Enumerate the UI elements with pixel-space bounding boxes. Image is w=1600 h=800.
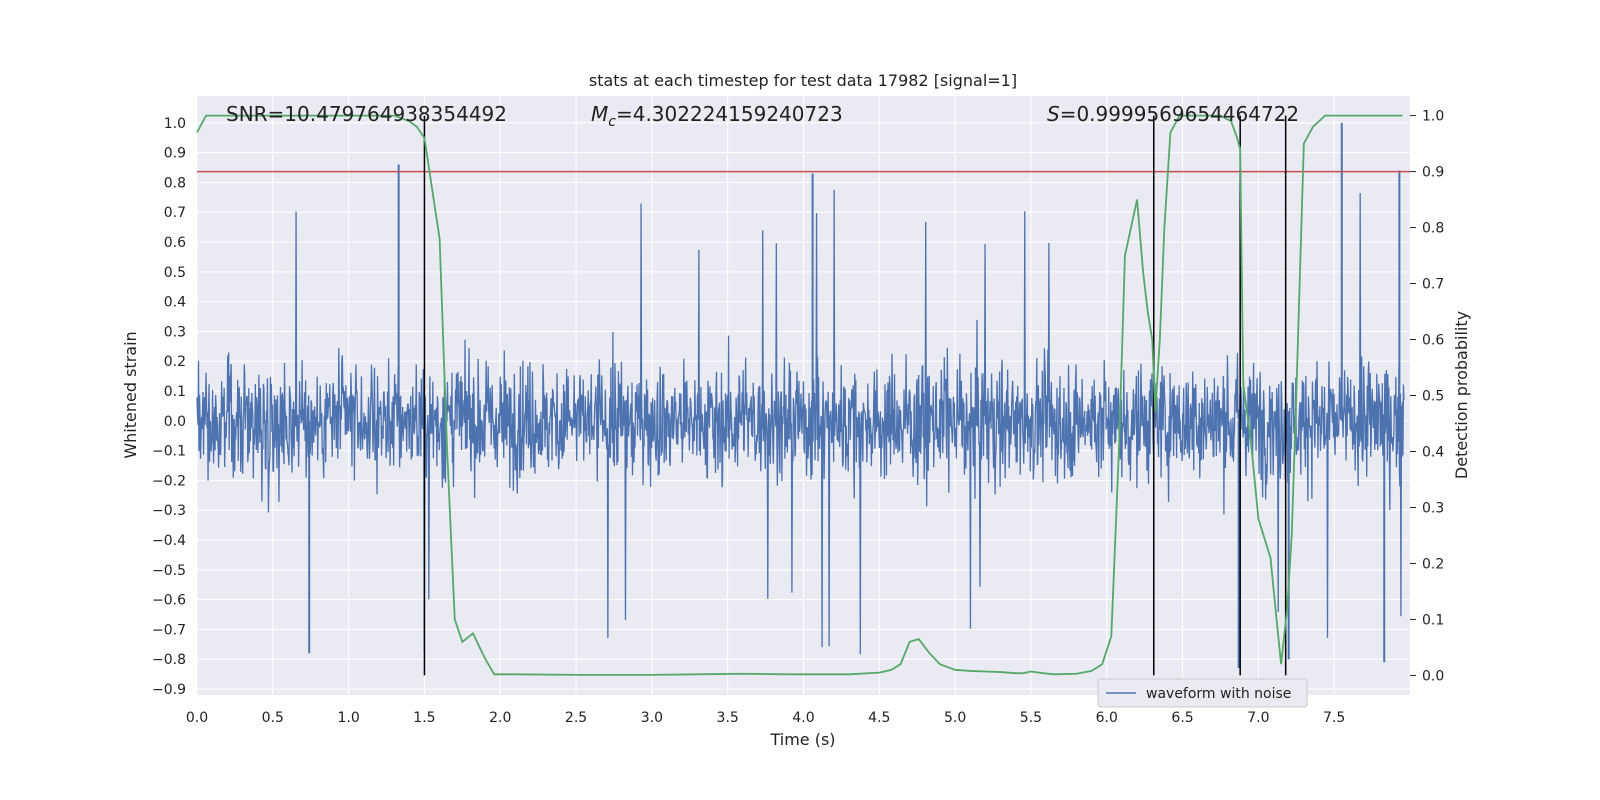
chirp-mass-annotation: Mc=4.302224159240723: [591, 102, 843, 130]
x-tick-label: 2.5: [565, 710, 587, 726]
x-axis-ticks: 0.0 0.5 1.0 1.5 2.0 2.5 3.0 3.5 4.0 4.5 5.0 5.5 6.0 6…: [186, 710, 1345, 726]
x-tick-label: 0.5: [262, 710, 284, 726]
y-tick-label: −0.2: [152, 473, 186, 489]
y-tick-label: 0.9: [164, 146, 186, 162]
x-tick-label: 7.5: [1323, 710, 1345, 726]
legend-box: [1097, 678, 1308, 708]
y-right-tick-label: 0.0: [1422, 668, 1444, 684]
x-axis-label: Time (s): [769, 730, 835, 749]
x-tick-label: 2.0: [489, 710, 511, 726]
legend-label-waveform: waveform with noise: [1146, 686, 1291, 702]
y-right-axis-ticks: 1.0 0.9 0.8 0.7 0.6 0.5 0.4 0.3 0.2 0.1 0.0: [1410, 109, 1444, 684]
y-right-tick-label: 0.5: [1422, 389, 1444, 405]
chirp-mass-value: =4.302224159240723: [616, 102, 843, 126]
y-tick-label: −0.6: [152, 593, 186, 609]
y-right-tick-label: 0.7: [1422, 277, 1444, 293]
snr-annotation: SNR=10.479764938354492: [226, 102, 507, 126]
y-axis-label: Whitened strain: [121, 331, 140, 458]
detection-probability-series: [196, 114, 1403, 676]
y-right-tick-label: 0.8: [1422, 221, 1444, 237]
waveform-with-noise-series: [196, 122, 1405, 669]
y-tick-label: −0.8: [152, 652, 186, 668]
y-tick-label: −0.3: [152, 503, 186, 519]
y-tick-label: 0.0: [164, 414, 186, 430]
score-annotation: S=0.9999569654464722: [1047, 102, 1299, 126]
y-tick-label: 0.1: [164, 384, 186, 400]
chart-title: stats at each timestep for test data 179…: [589, 71, 1017, 90]
chirp-mass-subscript: c: [608, 114, 616, 130]
x-tick-label: 7.0: [1247, 710, 1269, 726]
y-tick-label: 0.5: [164, 265, 186, 281]
chirp-mass-symbol: M: [591, 102, 608, 126]
y-right-tick-label: 0.6: [1422, 333, 1444, 349]
x-tick-label: 4.5: [868, 710, 890, 726]
legend: waveform with noise: [1097, 678, 1308, 708]
y-tick-label: 0.4: [164, 295, 186, 311]
x-tick-label: 5.5: [1020, 710, 1042, 726]
x-tick-label: 6.0: [1096, 710, 1118, 726]
y-tick-label: −0.7: [152, 622, 186, 638]
x-tick-label: 0.0: [186, 710, 208, 726]
x-tick-label: 4.0: [792, 710, 814, 726]
y-right-tick-label: 0.4: [1422, 444, 1444, 460]
y-right-tick-label: 0.2: [1422, 556, 1444, 572]
y-right-tick-label: 1.0: [1422, 109, 1444, 125]
y-right-tick-label: 0.9: [1422, 165, 1444, 181]
y-tick-label: 1.0: [164, 116, 186, 132]
x-tick-label: 6.5: [1171, 710, 1193, 726]
score-value: =0.9999569654464722: [1060, 102, 1299, 126]
y-tick-label: −0.5: [152, 563, 186, 579]
y-axis-ticks: 1.0 0.9 0.8 0.7 0.6 0.5 0.4 0.3 0.2 0.1 0.0 −0.1 −0.…: [152, 116, 186, 698]
y-right-tick-label: 0.1: [1422, 612, 1444, 628]
score-symbol: S: [1047, 102, 1060, 126]
y-tick-label: 0.7: [164, 205, 186, 221]
x-tick-label: 3.0: [641, 710, 663, 726]
y-tick-label: 0.2: [164, 354, 186, 370]
y-tick-label: 0.3: [164, 324, 186, 340]
y-tick-label: −0.9: [152, 682, 186, 698]
detection-probability-line: [196, 114, 1403, 676]
y-right-tick-label: 0.3: [1422, 500, 1444, 516]
x-tick-label: 3.5: [717, 710, 739, 726]
y-tick-label: 0.6: [164, 235, 186, 251]
x-tick-label: 5.0: [944, 710, 966, 726]
y-tick-label: −0.4: [152, 533, 186, 549]
y-right-axis-label: Detection probability: [1452, 311, 1471, 479]
y-tick-label: −0.1: [152, 444, 186, 460]
x-tick-label: 1.0: [337, 710, 359, 726]
y-tick-label: 0.8: [164, 175, 186, 191]
x-tick-label: 1.5: [413, 710, 435, 726]
